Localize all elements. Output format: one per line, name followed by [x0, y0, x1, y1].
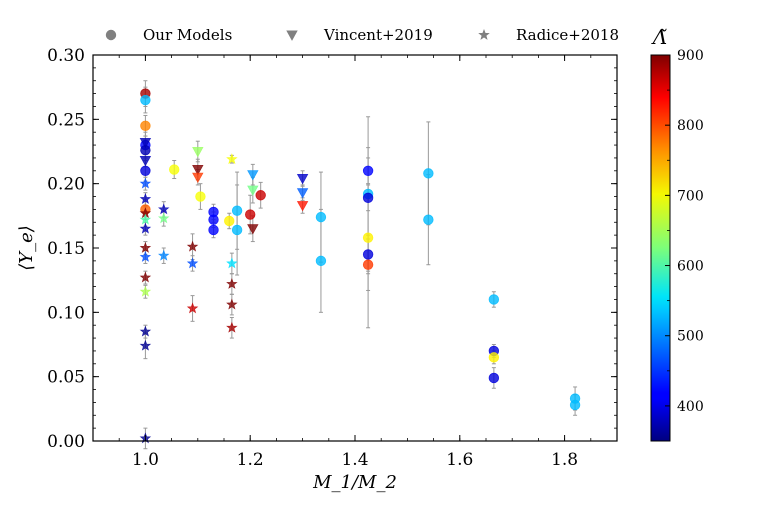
star-point	[157, 249, 170, 261]
star-point	[139, 271, 152, 283]
circle-point	[315, 211, 327, 223]
circle-point	[195, 191, 206, 202]
star-point	[157, 203, 170, 215]
x-tick-label: 1.2	[237, 450, 264, 470]
colorbar-tick-label: 800	[677, 118, 704, 134]
y-tick-label: 0.00	[47, 432, 85, 452]
triangle-point	[296, 201, 309, 212]
circle-point	[208, 224, 219, 236]
star-point	[226, 277, 238, 289]
circle-point	[140, 94, 151, 106]
legend: Our Models Vincent+2019 Radice+2018	[105, 26, 619, 44]
y-tick-label: 0.10	[47, 303, 85, 323]
star-point	[139, 222, 152, 234]
legend-label: Radice+2018	[516, 26, 619, 44]
error-bars	[143, 80, 578, 450]
circle-point	[244, 209, 256, 220]
circle-point	[362, 192, 374, 204]
circle-point	[315, 255, 327, 267]
circle-point	[362, 259, 374, 270]
triangle-point	[247, 224, 259, 235]
y-tick-label: 0.15	[47, 239, 85, 259]
x-tick-label: 1.8	[551, 450, 578, 470]
circle-point	[423, 168, 434, 179]
triangle-point	[296, 188, 309, 199]
legend-label: Vincent+2019	[323, 26, 433, 44]
y-tick-label: 0.25	[47, 110, 85, 130]
circle-point	[208, 214, 219, 225]
star-point	[226, 153, 238, 165]
x-tick-label: 1.0	[132, 450, 159, 470]
star-point	[139, 241, 152, 253]
triangle-point	[192, 147, 204, 158]
triangle-point	[296, 174, 309, 185]
triangle-point	[139, 156, 152, 167]
plot-frame	[92, 54, 618, 442]
colorbar-tick-label: 600	[677, 259, 704, 275]
circle-point	[231, 224, 243, 236]
triangle-point	[192, 172, 204, 184]
star-point	[226, 298, 238, 310]
circle-point	[569, 399, 581, 411]
star-point	[139, 285, 152, 297]
circle-point	[231, 205, 243, 216]
circle-point	[140, 165, 151, 177]
y-tick-label: 0.20	[47, 175, 85, 195]
circle-point	[169, 164, 180, 175]
y-axis-label: ⟨Y_e⟩	[16, 225, 37, 271]
circle-point	[488, 372, 500, 384]
y-tick-label: 0.05	[47, 368, 85, 388]
star-point	[226, 321, 238, 333]
star-point	[139, 177, 152, 189]
colorbar-label: Λ̃	[651, 25, 667, 49]
star-point	[186, 257, 199, 269]
circle-point	[362, 165, 374, 177]
x-axis-label: M_1/M_2	[312, 472, 397, 493]
circle-point	[488, 352, 500, 363]
legend-marker-circle	[105, 29, 117, 41]
circle-point	[362, 232, 374, 243]
triangle-point	[192, 165, 204, 176]
x-tick-label: 1.4	[341, 450, 368, 470]
colorbar-tick-label: 900	[677, 48, 704, 64]
colorbar-gradient	[650, 54, 671, 442]
axes: 1.0 1.2 1.4 1.6 1.8 0.00 0.05 0.10 0.15 0.20 0.25 0…	[47, 46, 618, 470]
colorbar: 400 500 600 700 800 900	[650, 48, 704, 442]
star-point	[139, 339, 152, 351]
legend-marker-star	[478, 28, 490, 40]
triangle-point	[247, 185, 259, 196]
star-point	[139, 250, 152, 262]
colorbar-tick-label: 400	[677, 399, 704, 415]
star-point	[186, 240, 199, 252]
star-point	[186, 302, 199, 314]
circle-point	[224, 215, 235, 227]
star-point	[139, 325, 152, 337]
star-point	[139, 213, 152, 225]
star-point	[139, 193, 152, 205]
colorbar-tick-label: 700	[677, 188, 704, 204]
data-markers	[139, 88, 581, 444]
circle-point	[255, 190, 266, 201]
legend-marker-triangle-down	[286, 30, 298, 41]
circle-point	[423, 214, 434, 225]
triangle-point	[139, 138, 152, 149]
y-tick-label: 0.30	[47, 46, 85, 66]
star-point	[226, 257, 238, 269]
colorbar-tick-label: 500	[677, 329, 704, 345]
legend-label: Our Models	[143, 26, 232, 44]
circle-point	[140, 120, 151, 131]
triangle-point	[247, 170, 259, 181]
star-point	[157, 212, 170, 224]
circle-point	[362, 249, 374, 260]
circle-point	[488, 294, 500, 305]
x-tick-label: 1.6	[446, 450, 473, 470]
